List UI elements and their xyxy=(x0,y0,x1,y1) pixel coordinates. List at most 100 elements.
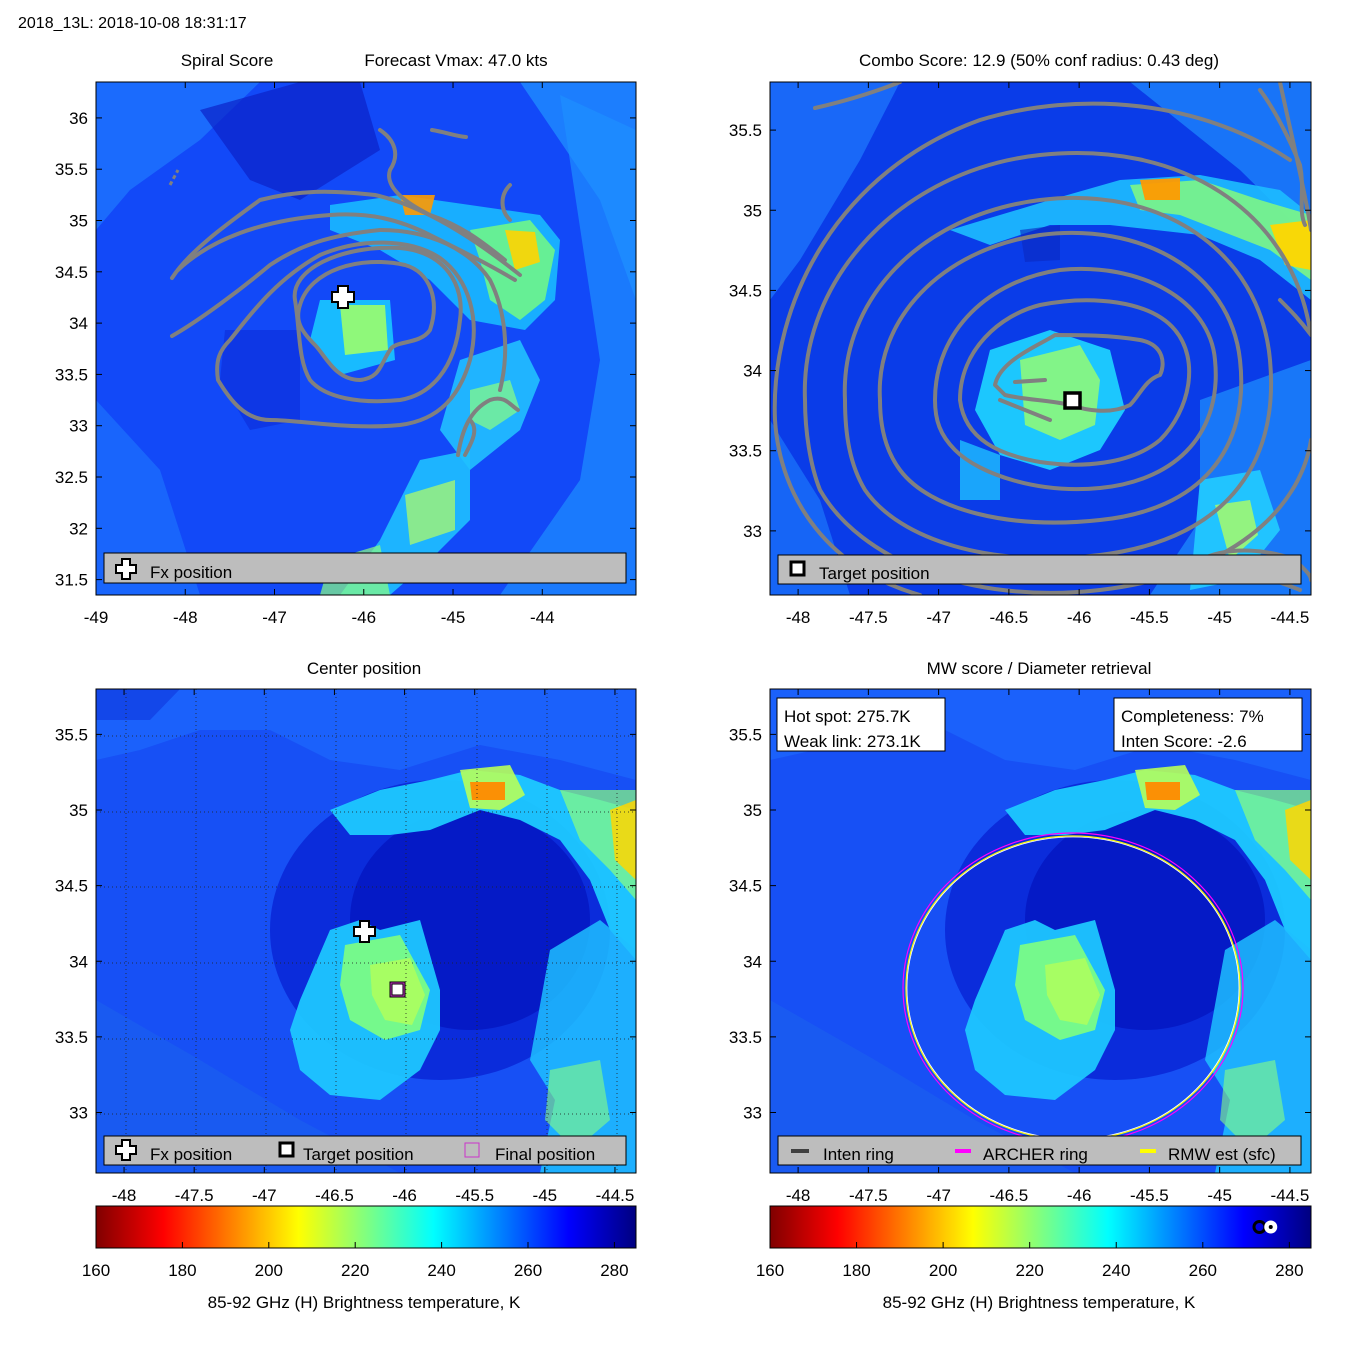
center-final-position-marker xyxy=(390,982,405,997)
combo-xtick-label: -45.5 xyxy=(1130,608,1169,627)
spiral-axes-frame xyxy=(95,81,637,596)
center-colorbar-tick-label: 180 xyxy=(168,1261,196,1280)
center-colorbar-label: 85-92 GHz (H) Brightness temperature, K xyxy=(208,1293,521,1312)
spiral-fx-position-marker xyxy=(331,285,355,309)
center-colorbar-tick-label: 240 xyxy=(427,1261,455,1280)
spiral-xtick-label: -45 xyxy=(441,608,466,627)
mw-legend-archer-label: ARCHER ring xyxy=(983,1145,1088,1164)
spiral-ytick-label: 32 xyxy=(69,519,88,538)
mw-xtick-label: -45.5 xyxy=(1130,1186,1169,1205)
mw-weak-link-text: Weak link: 273.1K xyxy=(784,732,921,751)
center-axes-frame xyxy=(95,688,637,1174)
storm-time-header: 2018_13L: 2018-10-08 18:31:17 xyxy=(18,15,247,32)
center-xtick-label: -47.5 xyxy=(175,1186,214,1205)
mw-score-panel: MW score / Diameter retrieval xyxy=(729,659,1312,1312)
mw-axes-frame xyxy=(769,688,1312,1174)
spiral-score-panel: Spiral Score Forecast Vmax: 47.0 kts xyxy=(55,51,637,627)
mw-completeness-text: Completeness: 7% xyxy=(1121,707,1264,726)
mw-xtick-label: -46 xyxy=(1067,1186,1092,1205)
spiral-xtick-label: -46 xyxy=(351,608,376,627)
center-legend-plus-icon xyxy=(115,1139,137,1161)
center-legend-fx-label: Fx position xyxy=(150,1145,232,1164)
mw-colorbar-tick-label: 240 xyxy=(1102,1261,1130,1280)
mw-ytick-label: 33 xyxy=(743,1104,762,1123)
combo-score-panel: Combo Score: 12.9 (50% conf radius: 0.43… xyxy=(729,51,1312,627)
center-colorbar-tick-label: 160 xyxy=(82,1261,110,1280)
combo-ytick-label: 33.5 xyxy=(729,442,762,461)
spiral-xtick-label: -47 xyxy=(262,608,287,627)
center-legend-target-label: Target position xyxy=(303,1145,414,1164)
mw-colorbar-label: 85-92 GHz (H) Brightness temperature, K xyxy=(883,1293,1196,1312)
combo-heatmap-imagery xyxy=(770,82,1311,595)
mw-colorbar-hot-spot-dot xyxy=(1268,1225,1273,1229)
center-colorbar-gradient xyxy=(95,1205,637,1249)
mw-ytick-label: 34 xyxy=(743,952,762,971)
center-legend-square-icon xyxy=(278,1141,295,1158)
spiral-ytick-label: 35 xyxy=(69,212,88,231)
center-legend: Fx position Target position Final positi… xyxy=(103,1135,627,1166)
combo-title: Combo Score: 12.9 (50% conf radius: 0.43… xyxy=(859,51,1219,70)
center-gridlines xyxy=(96,689,636,1173)
center-legend-final-label: Final position xyxy=(495,1145,595,1164)
center-xtick-label: -46.5 xyxy=(315,1186,354,1205)
spiral-ytick-label: 35.5 xyxy=(55,160,88,179)
spiral-xtick-label: -49 xyxy=(84,608,109,627)
combo-xtick-label: -47.5 xyxy=(849,608,888,627)
spiral-legend-fx-label: Fx position xyxy=(150,563,232,582)
spiral-ytick-label: 31.5 xyxy=(55,571,88,590)
combo-ytick-label: 34 xyxy=(743,362,762,381)
mw-legend-inten-label: Inten ring xyxy=(823,1145,894,1164)
combo-legend: Target position xyxy=(777,554,1302,585)
mw-ytick-label: 33.5 xyxy=(729,1028,762,1047)
mw-ytick-label: 35.5 xyxy=(729,725,762,744)
mw-colorbar-gradient xyxy=(769,1205,1312,1249)
center-colorbar-tick-label: 200 xyxy=(255,1261,283,1280)
spiral-ytick-label: 32.5 xyxy=(55,468,88,487)
mw-title: MW score / Diameter retrieval xyxy=(927,659,1152,678)
mw-stats-right-box: Completeness: 7% Inten Score: -2.6 xyxy=(1113,697,1303,752)
combo-xtick-label: -46.5 xyxy=(990,608,1029,627)
spiral-ytick-label: 34 xyxy=(69,314,88,333)
combo-xtick-label: -44.5 xyxy=(1271,608,1310,627)
mw-xtick-label: -47 xyxy=(926,1186,951,1205)
mw-colorbar-tick-label: 260 xyxy=(1189,1261,1217,1280)
mw-stats-left-box: Hot spot: 275.7K Weak link: 273.1K xyxy=(776,697,946,752)
mw-colorbar-tick-label: 280 xyxy=(1275,1261,1303,1280)
combo-ytick-label: 34.5 xyxy=(729,281,762,300)
mw-ytick-label: 35 xyxy=(743,801,762,820)
spiral-subtitle: Forecast Vmax: 47.0 kts xyxy=(364,51,547,70)
spiral-legend-plus-icon xyxy=(115,558,137,580)
center-colorbar-tick-label: 220 xyxy=(341,1261,369,1280)
mw-xtick-label: -47.5 xyxy=(849,1186,888,1205)
mw-xtick-label: -46.5 xyxy=(990,1186,1029,1205)
mw-inten-score-text: Inten Score: -2.6 xyxy=(1121,732,1247,751)
combo-xtick-label: -48 xyxy=(786,608,811,627)
combo-ytick-label: 35.5 xyxy=(729,121,762,140)
center-xtick-label: -47 xyxy=(252,1186,277,1205)
mw-colorbar-tick-label: 200 xyxy=(929,1261,957,1280)
center-colorbar-tick-label: 260 xyxy=(514,1261,542,1280)
center-position-panel: Center position xyxy=(55,659,637,1312)
combo-xtick-label: -46 xyxy=(1067,608,1092,627)
mw-legend-rmw-label: RMW est (sfc) xyxy=(1168,1145,1276,1164)
spiral-title: Spiral Score xyxy=(181,51,274,70)
combo-legend-target-label: Target position xyxy=(819,564,930,583)
center-legend-final-square-icon xyxy=(464,1142,480,1158)
spiral-ytick-label: 33.5 xyxy=(55,365,88,384)
spiral-xtick-label: -44 xyxy=(530,608,555,627)
mw-colorbar-tick-label: 220 xyxy=(1015,1261,1043,1280)
center-fx-position-marker xyxy=(353,920,376,943)
center-ytick-label: 34 xyxy=(69,952,88,971)
spiral-ytick-label: 36 xyxy=(69,109,88,128)
spiral-ytick-label: 33 xyxy=(69,417,88,436)
center-xtick-label: -45 xyxy=(533,1186,558,1205)
mw-colorbar: 160 180 200 220 240 260 280 85-92 GHz (H) Brig… xyxy=(756,1205,1312,1312)
combo-target-position-marker xyxy=(1063,391,1082,410)
spiral-xtick-label: -48 xyxy=(173,608,198,627)
center-ytick-label: 33.5 xyxy=(55,1028,88,1047)
mw-colorbar-tick-label: 180 xyxy=(842,1261,870,1280)
center-xtick-label: -48 xyxy=(112,1186,137,1205)
combo-axes-frame xyxy=(769,81,1312,596)
spiral-ytick-label: 34.5 xyxy=(55,263,88,282)
